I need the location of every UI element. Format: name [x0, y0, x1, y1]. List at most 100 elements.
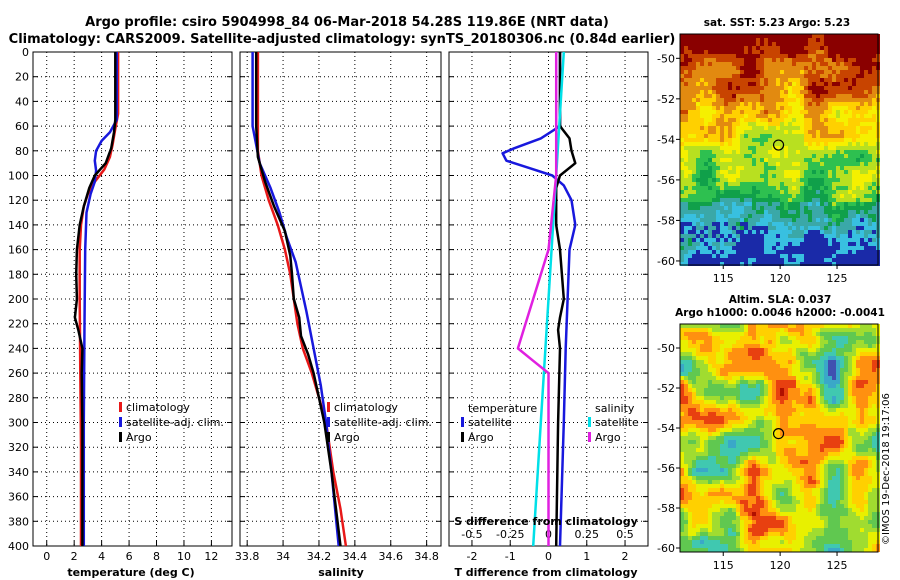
map-pixel	[852, 214, 856, 218]
map-pixel	[824, 150, 828, 154]
map-pixel	[792, 238, 796, 242]
map-pixel	[696, 98, 700, 102]
map-pixel	[724, 206, 728, 210]
map-pixel	[780, 420, 784, 424]
map-pixel	[680, 340, 684, 344]
map-pixel	[756, 424, 760, 428]
map-pixel	[680, 42, 684, 46]
map-pixel	[692, 348, 696, 352]
map-pixel	[736, 58, 740, 62]
map-pixel	[740, 174, 744, 178]
map-pixel	[732, 384, 736, 388]
map-pixel	[816, 142, 820, 146]
map-pixel	[792, 198, 796, 202]
map-pixel	[728, 142, 732, 146]
map-pixel	[852, 154, 856, 158]
map-pixel	[832, 54, 836, 58]
map-pixel	[688, 344, 692, 348]
map-pixel	[872, 222, 876, 226]
map-pixel	[688, 238, 692, 242]
map-pixel	[852, 376, 856, 380]
map-pixel	[704, 242, 708, 246]
map-pixel	[728, 210, 732, 214]
map-pixel	[728, 416, 732, 420]
map-pixel	[704, 98, 708, 102]
map-pixel	[700, 452, 704, 456]
map-pixel	[740, 198, 744, 202]
map-pixel	[792, 352, 796, 356]
map-pixel	[764, 214, 768, 218]
map-pixel	[684, 166, 688, 170]
map-pixel	[828, 332, 832, 336]
map-pixel	[852, 234, 856, 238]
map-pixel	[800, 440, 804, 444]
map-pixel	[700, 324, 704, 328]
map-pixel	[872, 166, 876, 170]
map-pixel	[688, 86, 692, 90]
map-pixel	[856, 154, 860, 158]
map-pixel	[772, 110, 776, 114]
map-pixel	[864, 118, 868, 122]
map-pixel	[692, 392, 696, 396]
map-pixel	[720, 46, 724, 50]
map-pixel	[792, 246, 796, 250]
map-pixel	[864, 74, 868, 78]
map-pixel	[708, 198, 712, 202]
map-pixel	[680, 182, 684, 186]
map-pixel	[832, 206, 836, 210]
map-pixel	[856, 74, 860, 78]
map-pixel	[732, 190, 736, 194]
map-pixel	[864, 170, 868, 174]
map-pixel	[784, 198, 788, 202]
map-pixel	[752, 90, 756, 94]
map-pixel	[680, 230, 684, 234]
map-pixel	[780, 356, 784, 360]
map-pixel	[744, 62, 748, 66]
map-pixel	[776, 150, 780, 154]
map-pixel	[740, 82, 744, 86]
map-pixel	[860, 94, 864, 98]
map-pixel	[836, 336, 840, 340]
map-pixel	[828, 242, 832, 246]
map-pixel	[860, 34, 864, 38]
map-pixel	[744, 448, 748, 452]
map-pixel	[728, 336, 732, 340]
map-pixel	[848, 352, 852, 356]
map-pixel	[860, 456, 864, 460]
map-pixel	[792, 170, 796, 174]
map-pixel	[824, 376, 828, 380]
map-pixel	[684, 66, 688, 70]
map-pixel	[832, 174, 836, 178]
map-pixel	[784, 142, 788, 146]
map-pixel	[872, 186, 876, 190]
map-pixel	[736, 98, 740, 102]
map-pixel	[824, 162, 828, 166]
map-pixel	[760, 456, 764, 460]
map-pixel	[708, 66, 712, 70]
map-pixel	[812, 106, 816, 110]
map-pixel	[768, 436, 772, 440]
map-pixel	[744, 182, 748, 186]
map-pixel	[820, 166, 824, 170]
map-pixel	[824, 62, 828, 66]
map-pixel	[796, 82, 800, 86]
map-pixel	[840, 376, 844, 380]
map-pixel	[760, 66, 764, 70]
map-pixel	[760, 368, 764, 372]
map-pixel	[772, 348, 776, 352]
map-pixel	[712, 344, 716, 348]
map-pixel	[728, 82, 732, 86]
map-pixel	[748, 106, 752, 110]
map-pixel	[716, 456, 720, 460]
map-pixel	[688, 420, 692, 424]
map-pixel	[816, 360, 820, 364]
map-pixel	[700, 396, 704, 400]
map-pixel	[800, 74, 804, 78]
map-pixel	[756, 360, 760, 364]
map-pixel	[752, 400, 756, 404]
map-pixel	[856, 364, 860, 368]
map-pixel	[760, 400, 764, 404]
map-pixel	[784, 388, 788, 392]
map-pixel	[776, 218, 780, 222]
map-pixel	[820, 408, 824, 412]
